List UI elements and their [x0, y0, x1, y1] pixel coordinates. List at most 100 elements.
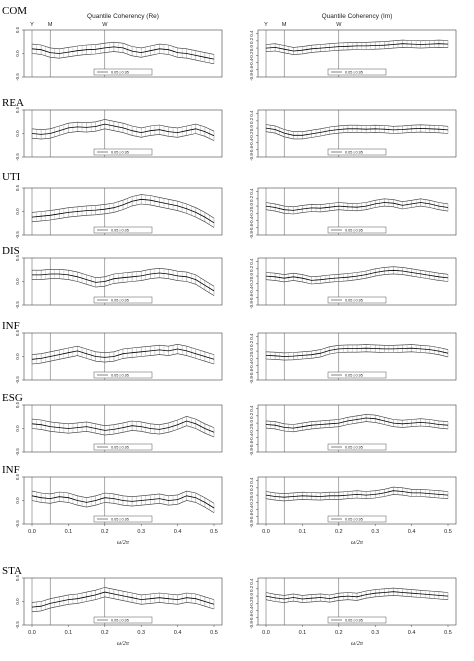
y-tick-label: 0.2 [249, 412, 254, 419]
y-tick-label: -0.2 [249, 354, 254, 362]
coherency-line [265, 591, 449, 600]
y-tick-label: 0.5 [15, 401, 20, 408]
legend-box [93, 68, 153, 76]
x-tick-label: 0.1 [65, 529, 73, 535]
y-tick-label: -0.2 [249, 209, 254, 217]
y-tick-label: -0.4 [249, 361, 254, 369]
frequency-marker-label: W [102, 22, 108, 28]
y-tick-label: 0.5 [15, 26, 20, 33]
y-tick-label: -0.6 [249, 368, 254, 376]
x-tick-label: 0.0 [28, 630, 36, 636]
legend-label: 0.05 | 0.95 [345, 619, 363, 623]
panel-inf-re: 0.5 0.0 -0.5 0.05 | 0.95 [15, 329, 223, 384]
y-tick-label: 0.0 [15, 353, 20, 360]
legend-label: 0.05 | 0.95 [111, 299, 129, 303]
x-tick-label: 0.3 [371, 630, 379, 636]
legend-label: 0.05 | 0.95 [111, 446, 129, 450]
y-tick-label: -0.5 [15, 231, 20, 239]
y-tick-label: -0.8 [249, 153, 254, 161]
x-tick-label: 0.5 [210, 529, 218, 535]
y-tick-label: 0.0 [15, 497, 20, 504]
frequency-marker-label: Y [30, 22, 34, 28]
y-tick-label: -0.4 [249, 286, 254, 294]
y-tick-label: -0.2 [249, 498, 254, 506]
y-tick-label: -0.6 [249, 293, 254, 301]
row-label: UTI [2, 171, 21, 183]
y-tick-label: 0.4 [249, 258, 254, 265]
legend-box [93, 226, 153, 234]
y-tick-label: 0.0 [249, 124, 254, 131]
y-tick-label: -0.5 [15, 376, 20, 384]
legend-label: 0.05 | 0.95 [345, 71, 363, 75]
panel-sta-im: 0.40.20.0-0.2-0.4-0.6-0.80.05 | 0.950.0 0… [249, 577, 457, 647]
legend-label: 0.05 | 0.95 [345, 518, 363, 522]
plot-frame [257, 257, 457, 306]
y-tick-label: 0.0 [15, 425, 20, 432]
y-tick-label: 0.2 [249, 340, 254, 347]
y-tick-label: 0.2 [249, 585, 254, 592]
upper-quantile-line [32, 267, 215, 287]
x-tick-label: 0.0 [262, 630, 270, 636]
plot-frame [257, 404, 457, 453]
column-title: Quantile Coherency (Im) [322, 13, 393, 20]
panel-inf-re: 0.5 0.0 -0.5 0.05 | 0.95 0.0 0.1 0.2 0.3 0.4 0.5 ω… [15, 473, 223, 546]
legend-label: 0.05 | 0.95 [111, 619, 129, 623]
y-tick-label: 0.0 [15, 50, 20, 57]
row-label: STA [2, 565, 22, 577]
y-tick-label: -0.6 [249, 512, 254, 520]
y-tick-label: -0.4 [249, 606, 254, 614]
upper-quantile-line [265, 486, 449, 494]
y-tick-label: -0.6 [249, 613, 254, 621]
x-tick-label: 0.4 [174, 529, 182, 535]
y-tick-label: -0.8 [249, 520, 254, 528]
frequency-marker-label: Y [264, 22, 268, 28]
column-title: Quantile Coherency (Re) [87, 13, 159, 20]
legend-label: 0.05 | 0.95 [345, 299, 363, 303]
legend-box [327, 296, 387, 304]
lower-quantile-line [265, 351, 449, 361]
legend-box [327, 515, 387, 523]
y-tick-label: 0.4 [249, 477, 254, 484]
plot-frame [257, 332, 457, 381]
lower-quantile-line [31, 51, 215, 65]
legend-box [93, 296, 153, 304]
upper-quantile-line [31, 194, 215, 219]
row-label: INF [2, 320, 20, 332]
frequency-marker-label: M [282, 22, 287, 28]
y-tick-label: 0.5 [15, 473, 20, 480]
y-tick-label: 0.4 [249, 30, 254, 37]
y-tick-label: -0.5 [15, 73, 20, 81]
panel-esg-im: 0.40.20.0-0.2-0.4-0.6-0.8 0.05 | 0.95 [249, 404, 457, 456]
panel-com-im: 0.40.20.0-0.2-0.4-0.6-0.8 0.05 | 0.95 [249, 29, 457, 81]
x-tick-label: 0.1 [299, 529, 307, 535]
panel-dis-im: 0.40.20.0-0.2-0.4-0.6-0.8 0.05 | 0.95 [249, 257, 457, 309]
y-tick-label: 0.0 [15, 208, 20, 215]
y-tick-label: -0.2 [249, 51, 254, 59]
x-tick-label: 0.2 [335, 529, 343, 535]
legend-label: 0.05 | 0.95 [111, 71, 129, 75]
coherency-line [31, 348, 215, 360]
x-axis-label: ω/2π [351, 540, 364, 546]
panel-inf-im: 0.40.20.0-0.2-0.4-0.6-0.8 0.05 | 0.95 [249, 332, 457, 384]
x-axis-label: ω/2π [351, 641, 364, 647]
x-tick-label: 0.1 [65, 630, 73, 636]
x-tick-label: 0.4 [408, 630, 416, 636]
row-label: REA [2, 97, 24, 109]
y-tick-label: -0.8 [249, 73, 254, 81]
y-tick-label: -0.2 [249, 599, 254, 607]
legend-label: 0.05 | 0.95 [345, 446, 363, 450]
legend-label: 0.05 | 0.95 [111, 151, 129, 155]
legend-label: 0.05 | 0.95 [345, 151, 363, 155]
lower-quantile-line [31, 596, 215, 613]
coherency-line [31, 123, 215, 137]
x-tick-label: 0.3 [371, 529, 379, 535]
coherency-line [265, 127, 449, 136]
upper-quantile-line [265, 344, 449, 354]
x-tick-label: 0.1 [299, 630, 307, 636]
x-tick-label: 0.4 [408, 529, 416, 535]
y-tick-label: -0.4 [249, 138, 254, 146]
panel-dis-re: 0.5 0.0 -0.5 0.05 | 0.95 [15, 254, 223, 309]
x-tick-label: 0.2 [101, 630, 109, 636]
legend-box [327, 68, 387, 76]
y-tick-label: 0.0 [249, 44, 254, 51]
